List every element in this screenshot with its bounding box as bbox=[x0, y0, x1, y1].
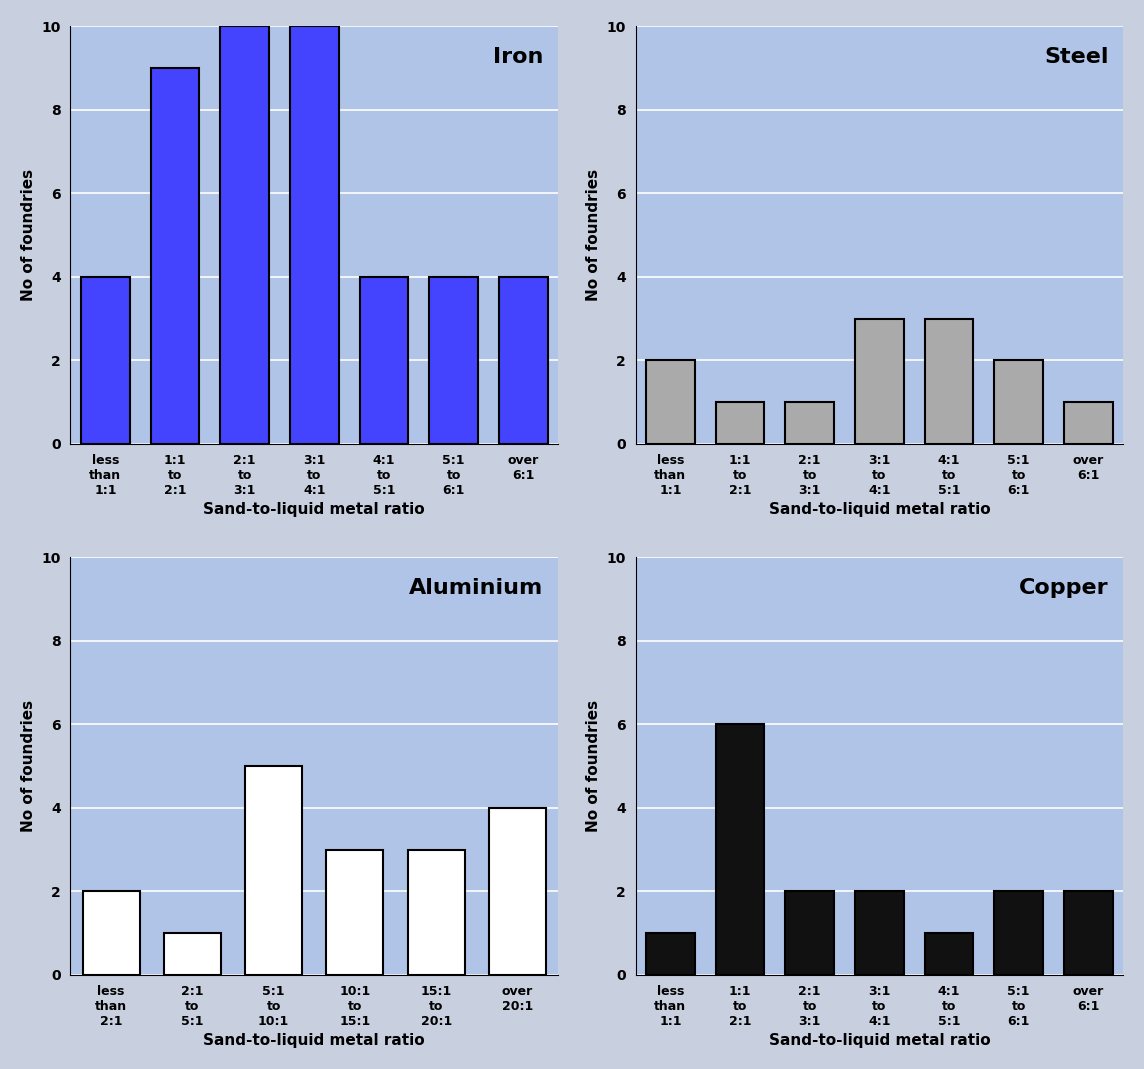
Bar bbox=[924, 933, 974, 975]
Bar bbox=[785, 402, 834, 444]
Text: Copper: Copper bbox=[1019, 578, 1109, 599]
Bar bbox=[221, 27, 269, 444]
Bar bbox=[81, 277, 129, 444]
Bar bbox=[646, 933, 694, 975]
Text: Iron: Iron bbox=[493, 47, 543, 67]
Bar bbox=[716, 402, 764, 444]
X-axis label: Sand-to-liquid metal ratio: Sand-to-liquid metal ratio bbox=[204, 502, 426, 517]
Text: Aluminium: Aluminium bbox=[410, 578, 543, 599]
Bar bbox=[407, 850, 464, 975]
Bar bbox=[994, 360, 1043, 444]
X-axis label: Sand-to-liquid metal ratio: Sand-to-liquid metal ratio bbox=[204, 1033, 426, 1049]
Bar bbox=[855, 892, 904, 975]
Bar bbox=[289, 27, 339, 444]
Bar bbox=[326, 850, 383, 975]
Bar bbox=[499, 277, 548, 444]
Bar bbox=[994, 892, 1043, 975]
Bar bbox=[1064, 892, 1113, 975]
Bar bbox=[785, 892, 834, 975]
X-axis label: Sand-to-liquid metal ratio: Sand-to-liquid metal ratio bbox=[769, 502, 991, 517]
Y-axis label: No of foundries: No of foundries bbox=[586, 169, 601, 301]
Bar bbox=[855, 319, 904, 444]
Text: Steel: Steel bbox=[1044, 47, 1109, 67]
Bar bbox=[359, 277, 408, 444]
Bar bbox=[151, 68, 199, 444]
Bar bbox=[82, 892, 140, 975]
Bar bbox=[245, 766, 302, 975]
Y-axis label: No of foundries: No of foundries bbox=[586, 700, 601, 832]
Bar bbox=[646, 360, 694, 444]
X-axis label: Sand-to-liquid metal ratio: Sand-to-liquid metal ratio bbox=[769, 1033, 991, 1049]
Bar bbox=[1064, 402, 1113, 444]
Bar bbox=[924, 319, 974, 444]
Bar bbox=[488, 808, 546, 975]
Bar bbox=[716, 725, 764, 975]
Y-axis label: No of foundries: No of foundries bbox=[21, 169, 35, 301]
Bar bbox=[164, 933, 221, 975]
Y-axis label: No of foundries: No of foundries bbox=[21, 700, 35, 832]
Bar bbox=[429, 277, 478, 444]
